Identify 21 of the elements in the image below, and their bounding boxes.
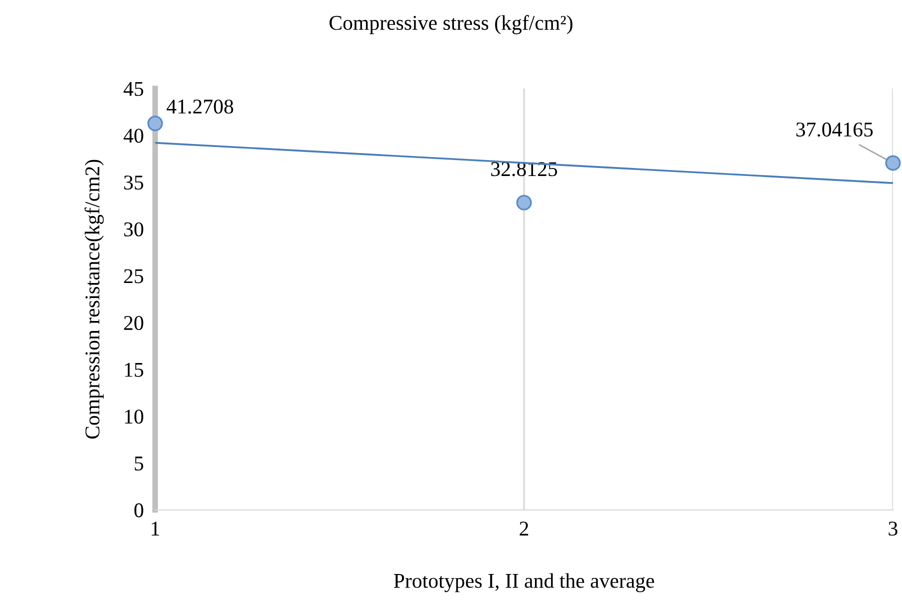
point <box>147 116 163 132</box>
y-tick-label: 40 <box>124 128 144 143</box>
y-tick-label: 20 <box>124 316 144 330</box>
y-tick-label: 30 <box>124 222 144 236</box>
data-label: 37.04165 <box>796 122 873 137</box>
y-tick-label: 5 <box>134 456 144 471</box>
x-tick-label: 3 <box>888 522 898 536</box>
y-axis-title: Compression resistance(kgf/cm2) <box>84 160 104 439</box>
x-axis-title: Prototypes I, II and the average <box>394 573 654 592</box>
point <box>885 155 901 171</box>
y-tick-label: 0 <box>134 503 144 518</box>
y-tick-label: 10 <box>125 410 144 424</box>
point <box>516 194 532 210</box>
data-label: 41.2708 <box>166 100 234 114</box>
y-tick-label: 25 <box>124 269 144 284</box>
y-tick-label: 45 <box>124 82 144 96</box>
y-tick-label: 15 <box>125 362 144 377</box>
y-tick-label: 35 <box>124 176 144 190</box>
x-tick-label: 2 <box>520 522 528 536</box>
x-tick-label: 1 <box>152 522 160 536</box>
chart-title: Compressive stress (kgf/cm²) <box>330 15 572 34</box>
